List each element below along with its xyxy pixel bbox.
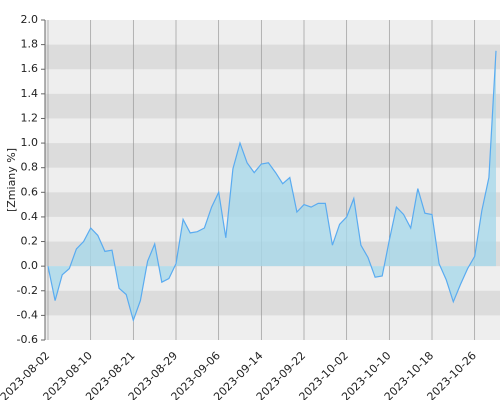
band [45, 93, 500, 119]
y-tick-label: 0.8 [21, 161, 39, 174]
y-tick-label: 0.0 [21, 259, 39, 272]
y-tick-label: 0.6 [21, 185, 39, 198]
y-tick-label: 1.6 [21, 62, 39, 75]
y-tick-label: 1.4 [21, 87, 39, 100]
band [45, 44, 500, 70]
y-tick-label: -0.2 [17, 284, 38, 297]
line [47, 50, 497, 323]
band [45, 290, 500, 316]
y-tick-label: 0.4 [21, 210, 39, 223]
y-tick-label: 2.0 [21, 13, 39, 26]
y-axis-label: [Zmiany %] [5, 148, 18, 212]
y-tick-label: -0.4 [17, 308, 38, 321]
band [45, 143, 500, 168]
y-tick-label: 1.0 [21, 136, 39, 149]
area [48, 50, 496, 321]
y-tick-label: -0.6 [17, 333, 38, 346]
y-tick-label: 1.2 [21, 111, 39, 124]
y-tick-label: 1.8 [21, 38, 39, 51]
y-tick-label: 0.2 [21, 235, 39, 248]
